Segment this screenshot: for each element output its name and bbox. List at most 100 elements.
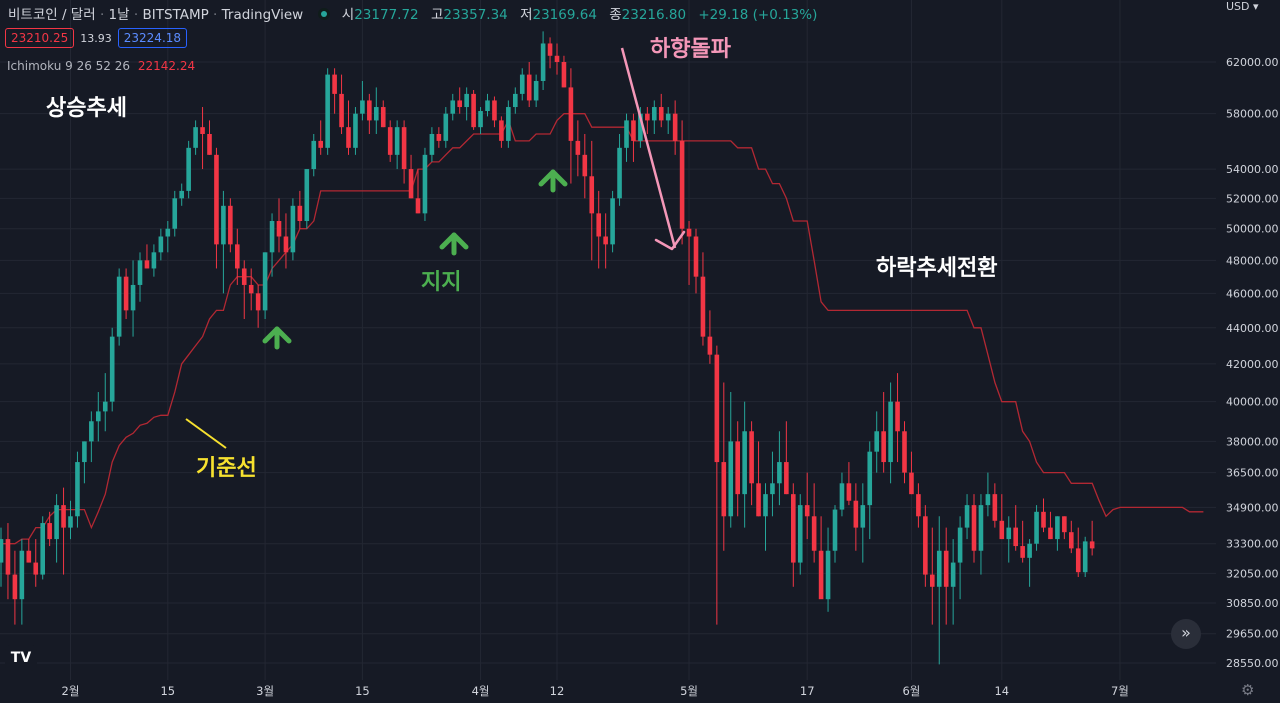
candle — [89, 411, 94, 463]
candle — [575, 120, 581, 177]
candle-body — [784, 462, 789, 495]
candle-body — [54, 505, 59, 540]
candle — [707, 310, 713, 364]
candle-body — [624, 120, 629, 148]
candle-body — [283, 236, 289, 253]
candle — [811, 483, 817, 563]
candle-body — [867, 451, 873, 506]
candle-body — [540, 43, 546, 81]
candle-body — [610, 198, 615, 245]
candle-body — [728, 441, 734, 517]
candle-body — [290, 205, 296, 253]
candle-body — [971, 505, 977, 551]
time-tick-label: 5월 — [680, 684, 698, 698]
candle-body — [1034, 511, 1039, 544]
gear-icon[interactable]: ⚙ — [1241, 681, 1255, 699]
candle — [457, 87, 462, 114]
close-label: 종 — [609, 7, 622, 23]
open-value: 23177.72 — [354, 7, 419, 23]
candle-body — [492, 100, 497, 121]
candle — [325, 68, 330, 155]
time-axis: 2월 15 3월 15 4월 12 5월 17 6월 14 7월 — [62, 684, 1129, 698]
candle — [881, 392, 886, 473]
candle — [193, 120, 198, 155]
tradingview-logo[interactable]: TV — [5, 645, 37, 671]
indicator-params: 9 26 52 26 — [65, 59, 131, 73]
support-arrow-icon — [538, 169, 568, 193]
candle-body — [818, 550, 824, 600]
candle-body — [318, 140, 323, 148]
candle-body — [846, 483, 852, 501]
candle-body — [457, 100, 462, 108]
currency-selector[interactable]: USD ▾ — [1226, 0, 1259, 13]
candle — [485, 93, 490, 117]
candle-body — [561, 62, 567, 88]
candle — [360, 80, 365, 121]
annotation-support: 지지 — [421, 270, 462, 295]
candle — [401, 120, 407, 184]
candle — [12, 550, 18, 625]
time-tick-label: 15 — [160, 684, 175, 698]
candle-body — [513, 93, 518, 108]
candle — [519, 68, 525, 101]
candle — [679, 120, 685, 245]
interval-label[interactable]: 1날 — [108, 7, 130, 23]
candle-body — [102, 401, 108, 412]
candle — [19, 539, 25, 625]
price-tick-label: 58000.00 — [1226, 108, 1279, 121]
candle-body — [860, 505, 866, 528]
candle — [394, 120, 400, 170]
price-tick-label: 34900.00 — [1226, 501, 1279, 514]
candle-body — [235, 244, 240, 269]
support-arrow-icon — [439, 232, 469, 256]
candle — [735, 421, 740, 517]
candle-body — [957, 527, 963, 563]
candle — [749, 421, 754, 506]
indicator-value: 22142.24 — [137, 59, 196, 73]
candle-body — [943, 550, 949, 587]
double-chevron-right-icon[interactable]: » — [1171, 619, 1201, 649]
buy-price-button[interactable]: 23224.18 — [117, 28, 188, 48]
price-axis: 62000.00 58000.00 54000.00 52000.00 50000.00… — [1226, 56, 1279, 670]
candle-body — [1006, 527, 1012, 540]
candle-body — [1048, 527, 1053, 540]
change-value: +29.18 (+0.13%) — [698, 7, 818, 23]
candle-body — [61, 505, 66, 528]
candle — [61, 487, 66, 575]
candle-body — [443, 113, 449, 141]
candle-body — [415, 198, 421, 214]
candle-body — [137, 260, 143, 285]
sell-price-button[interactable]: 23210.25 — [5, 28, 75, 48]
price-tick-label: 38000.00 — [1226, 435, 1279, 448]
candle — [693, 228, 699, 294]
candle-body — [332, 74, 337, 94]
candle-body — [40, 523, 45, 575]
high-value: 23357.34 — [443, 7, 508, 23]
candle — [791, 483, 796, 587]
candle — [756, 441, 761, 517]
candle-body — [75, 462, 80, 517]
candle-body — [144, 260, 150, 269]
candle — [978, 494, 984, 575]
candle — [200, 107, 205, 170]
candle — [1020, 520, 1025, 563]
candle — [255, 284, 261, 328]
candle — [603, 213, 608, 269]
candle — [471, 89, 476, 130]
candle — [33, 539, 39, 587]
price-tick-label: 50000.00 — [1226, 223, 1279, 236]
candle — [902, 421, 907, 484]
candle-body — [519, 74, 525, 94]
candle — [1055, 516, 1060, 551]
candle — [478, 107, 483, 134]
candle — [151, 244, 157, 277]
symbol-name[interactable]: 비트코인 / 달러 — [8, 7, 96, 23]
candle-body — [811, 516, 817, 551]
candle — [415, 169, 421, 214]
indicator-legend[interactable]: Ichimoku 9 26 52 26 22142.24 — [7, 59, 195, 73]
candle — [506, 100, 511, 148]
candle-body — [436, 133, 442, 141]
candle-body — [936, 550, 942, 587]
time-tick-label: 14 — [994, 684, 1009, 698]
